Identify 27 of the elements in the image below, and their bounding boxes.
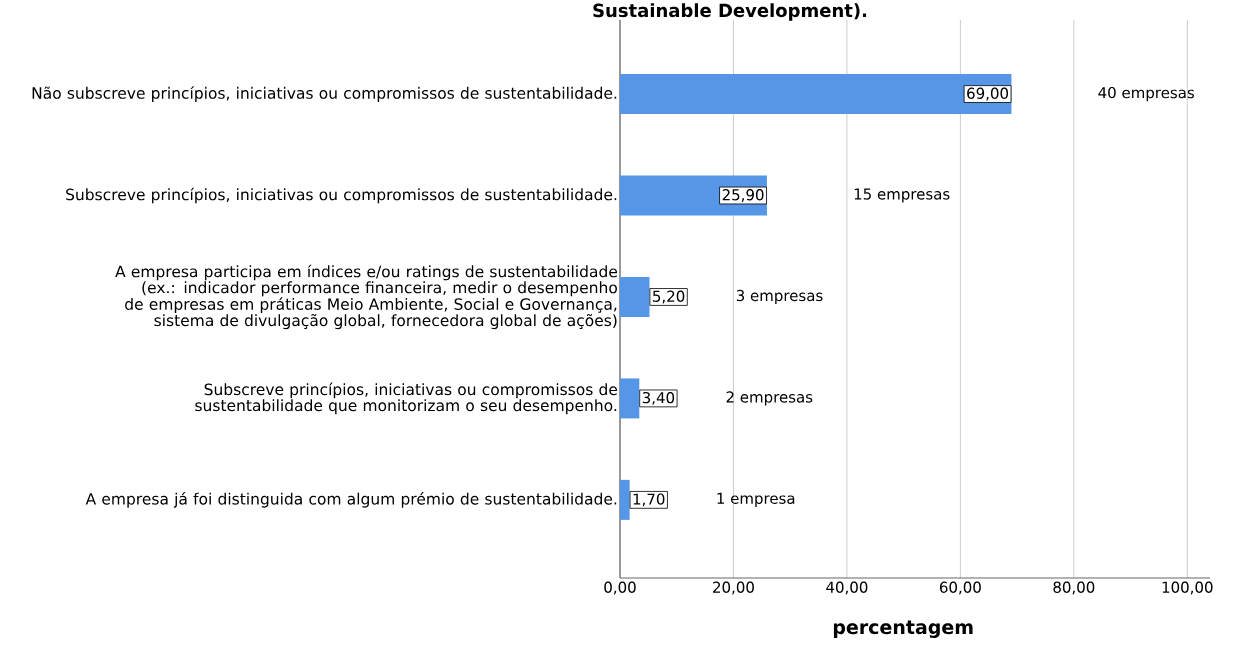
data-label: 69,00 (967, 87, 1009, 101)
annotation: 1 empresa (717, 492, 795, 507)
x-tick-label: 80,00 (1053, 581, 1095, 595)
y-tick-label: A empresa já foi distinguida com algum prémio de sustentabilidade. (85, 492, 617, 508)
x-tick-label: 40,00 (826, 581, 868, 595)
y-tick-label: Não subscreve princípios, iniciativas ou compromissos de sustentabilidade. (32, 86, 617, 102)
annotation: 3 empresas (736, 289, 823, 305)
data-label: 5,20 (653, 290, 685, 304)
data-label: 25,90 (722, 189, 764, 202)
data-label: 1,70 (633, 493, 665, 507)
x-tick-label: 20,00 (713, 581, 754, 595)
bar (620, 378, 640, 419)
bar (620, 479, 630, 520)
bar (620, 74, 1012, 115)
annotation: 40 empresas (1098, 86, 1194, 102)
data-label: 3,40 (642, 391, 675, 405)
chart-title: Sustainable Development). (593, 3, 867, 21)
annotation: 15 empresas (854, 188, 950, 203)
y-tick-label: A empresa participa em índices e/ou ratings de sustentabilidade (ex.: indicador performance financeira, medir o desempenho de empresas em práticas Meio Ambiente, Social e Governança, sistema de divulgação global, fornecedora global de ações) (115, 264, 618, 330)
x-tick-label: 100,00 (1162, 581, 1213, 595)
x-tick-label: 0,00 (604, 581, 636, 595)
x-axis-title: percentagem (833, 620, 973, 639)
y-tick-label: Subscreve princípios, iniciativas ou compromissos de sustentabilidade. (66, 187, 617, 204)
y-tick-label: Subscreve princípios, iniciativas ou compromissos de sustentabilidade que monitorizam o seu desempenho. (195, 382, 618, 415)
x-tick-label: 60,00 (939, 581, 981, 595)
annotation: 2 empresas (726, 391, 813, 406)
bar (620, 276, 650, 317)
